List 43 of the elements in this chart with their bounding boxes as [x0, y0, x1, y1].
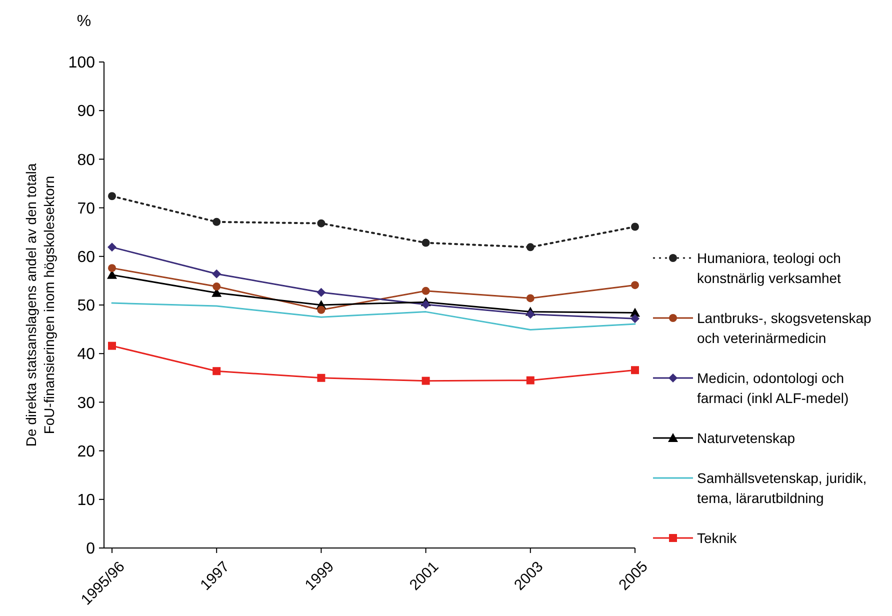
- point: [422, 286, 430, 295]
- point: [422, 376, 430, 385]
- point: [526, 310, 535, 319]
- y-tick-label: 0: [86, 540, 96, 558]
- y-tick-label: 90: [77, 103, 96, 120]
- point: [108, 342, 116, 350]
- legend-label: Samhällsvetenskap, juridik, tema, lärarutbildning: [697, 470, 867, 506]
- y-tick-label: 40: [77, 346, 96, 364]
- legend-label: Naturvetenskap: [697, 430, 796, 446]
- point: [421, 300, 430, 310]
- point: [108, 264, 116, 272]
- point: [631, 366, 639, 374]
- point: [422, 238, 430, 247]
- point: [526, 294, 534, 302]
- y-axis-title: De direkta statsanslagens andel av den totala FoU-finansieringen inom högskolesektorn: [23, 163, 57, 447]
- legend-label: Lantbruks-, skogsvetenskap och veterinärmedicin: [697, 310, 872, 346]
- point: [212, 218, 221, 226]
- y-tick-label: 10: [77, 492, 96, 509]
- point: [317, 374, 326, 382]
- y-tick-label: 50: [77, 298, 96, 315]
- text: %: [76, 13, 92, 30]
- y-tick-label: 60: [77, 249, 96, 266]
- y-tick-label: 20: [77, 443, 96, 460]
- point: [317, 306, 326, 314]
- legend-label: Medicin, odontologi och farmaci (inkl ALF-medel): [697, 370, 849, 406]
- point: [631, 281, 639, 290]
- legend-label: Humaniora, teologi och konstnärlig verksamhet: [697, 250, 842, 286]
- point: [316, 288, 326, 297]
- point: [212, 269, 222, 278]
- point: [630, 314, 640, 324]
- point: [526, 243, 534, 252]
- y-tick-label: 80: [77, 152, 96, 169]
- point: [317, 219, 326, 228]
- y-tick-label: 100: [68, 54, 96, 72]
- legend-label: Teknik: [697, 530, 738, 546]
- point: [108, 192, 116, 200]
- y-tick-label: 30: [77, 394, 96, 412]
- point: [212, 367, 221, 376]
- point: [212, 282, 221, 291]
- y-tick-label: 70: [77, 200, 96, 218]
- point: [631, 222, 639, 231]
- point: [526, 376, 534, 384]
- point: [108, 242, 116, 252]
